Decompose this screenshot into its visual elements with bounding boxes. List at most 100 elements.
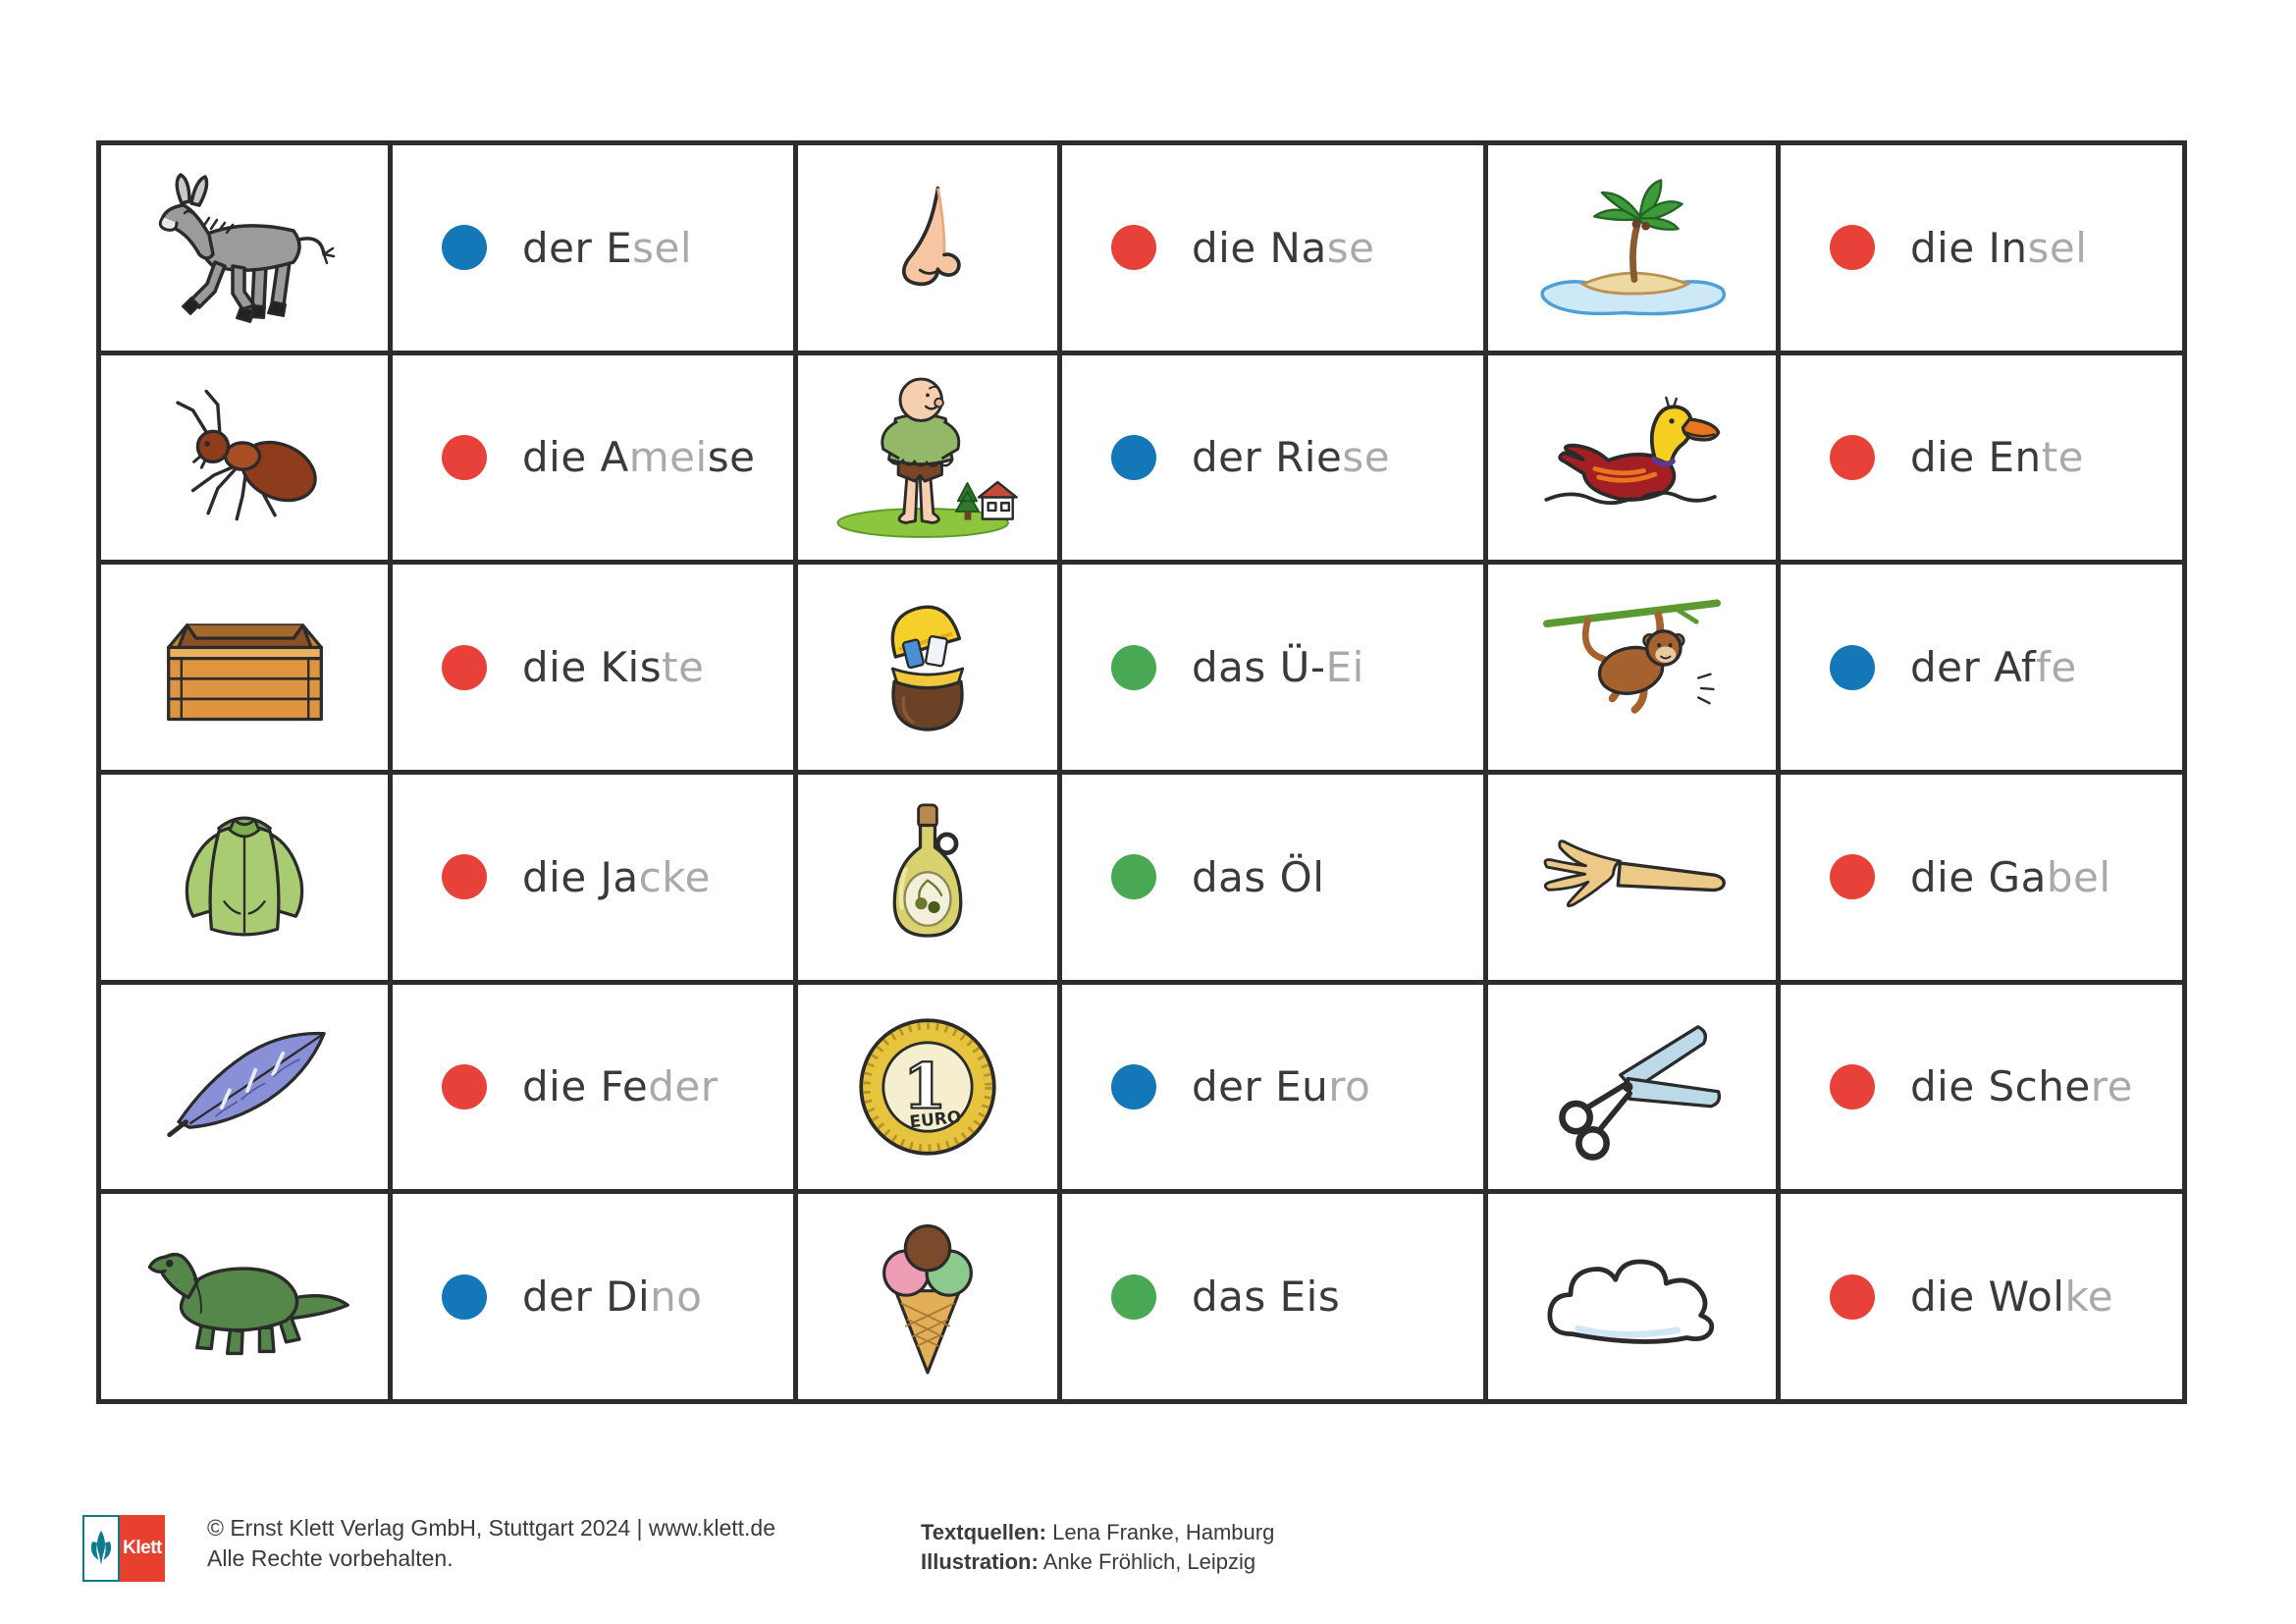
cell-word: die Ente bbox=[1781, 354, 2182, 561]
red-article-dot bbox=[1830, 225, 1875, 271]
vocab-word: das Öl bbox=[1192, 852, 1325, 901]
cell-word: die Feder bbox=[393, 984, 793, 1190]
fork-icon bbox=[1526, 821, 1737, 934]
blue-article-dot bbox=[1830, 644, 1875, 690]
euro-coin-icon: 1 EURO bbox=[849, 1008, 1006, 1165]
cell-word: das Ü-Ei bbox=[1062, 565, 1483, 770]
duck-icon bbox=[1528, 378, 1736, 537]
cell-word: die Insel bbox=[1781, 145, 2182, 351]
cell-word: die Wolke bbox=[1781, 1194, 2182, 1399]
red-article-dot bbox=[1111, 225, 1156, 271]
vocab-word: die Ente bbox=[1910, 433, 2084, 482]
vocab-word: der Affe bbox=[1910, 643, 2077, 692]
red-article-dot bbox=[1830, 434, 1875, 480]
cell-word: der Affe bbox=[1781, 565, 2182, 770]
copyright-text: © Ernst Klett Verlag GmbH, Stuttgart 202… bbox=[207, 1513, 775, 1574]
monkey-icon bbox=[1531, 588, 1733, 747]
green-article-dot bbox=[1111, 644, 1156, 690]
klett-logo: Klett bbox=[82, 1515, 165, 1582]
blue-article-dot bbox=[442, 225, 487, 271]
red-article-dot bbox=[1830, 1273, 1875, 1320]
red-article-dot bbox=[442, 1063, 487, 1110]
vocab-word: das Ü-Ei bbox=[1192, 643, 1364, 692]
blue-article-dot bbox=[442, 1273, 487, 1320]
cell-image-duck bbox=[1488, 354, 1776, 561]
credit-textquellen: Textquellen: Lena Franke, Hamburg bbox=[921, 1520, 1275, 1544]
cell-image-donkey bbox=[101, 145, 388, 351]
copyright-line2: Alle Rechte vorbehalten. bbox=[207, 1545, 454, 1571]
green-article-dot bbox=[1111, 1273, 1156, 1320]
cell-image-ice-cream bbox=[798, 1194, 1057, 1399]
vocab-word: die Gabel bbox=[1910, 852, 2111, 901]
donkey-icon bbox=[146, 164, 343, 331]
vocab-word: die Nase bbox=[1192, 223, 1375, 272]
vocab-word: der Euro bbox=[1192, 1062, 1371, 1111]
red-article-dot bbox=[442, 644, 487, 690]
vocab-word: der Esel bbox=[522, 223, 693, 272]
red-article-dot bbox=[1830, 854, 1875, 900]
cell-word: die Jacke bbox=[393, 775, 793, 980]
cell-image-jacket bbox=[101, 775, 388, 980]
surprise-egg-icon bbox=[834, 589, 1021, 746]
cell-image-nose bbox=[798, 145, 1057, 351]
cell-image-scissors bbox=[1488, 984, 1776, 1190]
cell-image-surprise-egg bbox=[798, 565, 1057, 770]
cell-image-feather bbox=[101, 984, 388, 1190]
cell-image-fork bbox=[1488, 775, 1776, 980]
cell-word: das Öl bbox=[1062, 775, 1483, 980]
cell-image-cloud bbox=[1488, 1194, 1776, 1399]
giant-icon bbox=[824, 371, 1032, 544]
vocab-word: die Jacke bbox=[522, 852, 711, 901]
vocab-word: die Schere bbox=[1910, 1062, 2133, 1111]
credits-text: Textquellen: Lena Franke, Hamburg Illust… bbox=[921, 1518, 1274, 1577]
cloud-icon bbox=[1529, 1230, 1735, 1363]
klett-logo-wordmark: Klett bbox=[120, 1515, 165, 1582]
cell-word: die Schere bbox=[1781, 984, 2182, 1190]
feather-icon bbox=[139, 1013, 350, 1161]
green-article-dot bbox=[1111, 854, 1156, 900]
cell-image-oil-bottle bbox=[798, 775, 1057, 980]
cell-image-crate bbox=[101, 565, 388, 770]
crate-icon bbox=[144, 594, 346, 741]
cell-word: die Ameise bbox=[393, 354, 793, 561]
blue-article-dot bbox=[1111, 1063, 1156, 1110]
ice-cream-icon bbox=[855, 1213, 1000, 1381]
nose-icon bbox=[847, 169, 1009, 326]
vocab-word: der Dino bbox=[522, 1272, 703, 1322]
cell-image-ant bbox=[101, 354, 388, 561]
red-article-dot bbox=[1830, 1063, 1875, 1110]
credit-illustration: Illustration: Anke Fröhlich, Leipzig bbox=[921, 1549, 1256, 1574]
vocab-word: die Kiste bbox=[522, 643, 705, 692]
vocab-word: der Riese bbox=[1192, 433, 1391, 482]
cell-word: der Euro bbox=[1062, 984, 1483, 1190]
blue-article-dot bbox=[1111, 434, 1156, 480]
vocab-word: die Insel bbox=[1910, 223, 2088, 272]
cell-word: die Gabel bbox=[1781, 775, 2182, 980]
dinosaur-icon bbox=[135, 1225, 353, 1368]
vocab-word: die Feder bbox=[522, 1062, 719, 1111]
vocab-word: das Eis bbox=[1192, 1272, 1341, 1322]
oil-bottle-icon bbox=[854, 793, 1001, 960]
cell-word: das Eis bbox=[1062, 1194, 1483, 1399]
cell-image-dinosaur bbox=[101, 1194, 388, 1399]
cell-word: die Kiste bbox=[393, 565, 793, 770]
cell-image-giant bbox=[798, 354, 1057, 561]
cell-word: der Esel bbox=[393, 145, 793, 351]
svg-text:1: 1 bbox=[903, 1051, 947, 1124]
vocab-grid: der Esel die Nase die Insel die Ameise d… bbox=[96, 140, 2187, 1404]
red-article-dot bbox=[442, 434, 487, 480]
cell-image-monkey bbox=[1488, 565, 1776, 770]
vocab-word: die Ameise bbox=[522, 433, 756, 482]
island-icon bbox=[1524, 167, 1740, 329]
copyright-line1: © Ernst Klett Verlag GmbH, Stuttgart 202… bbox=[207, 1515, 776, 1541]
cell-image-euro-coin: 1 EURO bbox=[798, 984, 1057, 1190]
jacket-icon bbox=[151, 793, 338, 960]
cell-word: der Dino bbox=[393, 1194, 793, 1399]
ant-icon bbox=[146, 376, 343, 538]
cell-word: der Riese bbox=[1062, 354, 1483, 561]
vocab-word: die Wolke bbox=[1910, 1272, 2114, 1322]
scissors-icon bbox=[1534, 1008, 1731, 1165]
klett-leaf-icon bbox=[82, 1515, 120, 1582]
cell-word: die Nase bbox=[1062, 145, 1483, 351]
cell-image-island bbox=[1488, 145, 1776, 351]
